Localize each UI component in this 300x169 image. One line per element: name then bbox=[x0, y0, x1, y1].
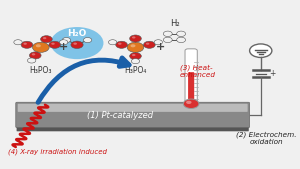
Circle shape bbox=[59, 40, 68, 45]
Circle shape bbox=[40, 36, 52, 43]
Circle shape bbox=[183, 99, 199, 108]
Circle shape bbox=[165, 38, 168, 40]
FancyBboxPatch shape bbox=[188, 72, 194, 101]
Circle shape bbox=[61, 41, 64, 42]
Circle shape bbox=[146, 43, 149, 45]
Circle shape bbox=[29, 59, 32, 61]
Text: (1) Pt-catalyzed: (1) Pt-catalyzed bbox=[87, 111, 153, 120]
Circle shape bbox=[36, 44, 41, 47]
Circle shape bbox=[163, 37, 172, 43]
Circle shape bbox=[32, 42, 49, 52]
Circle shape bbox=[178, 38, 181, 40]
Circle shape bbox=[43, 37, 46, 39]
Circle shape bbox=[130, 35, 141, 42]
Text: H₂: H₂ bbox=[169, 19, 179, 28]
Text: H₃PO₃: H₃PO₃ bbox=[30, 66, 52, 75]
Circle shape bbox=[28, 58, 36, 63]
FancyBboxPatch shape bbox=[185, 49, 197, 103]
Circle shape bbox=[83, 38, 92, 43]
Circle shape bbox=[62, 38, 70, 43]
FancyBboxPatch shape bbox=[16, 102, 250, 128]
Circle shape bbox=[32, 53, 35, 55]
Circle shape bbox=[51, 27, 104, 59]
Text: +: + bbox=[58, 42, 68, 52]
FancyArrowPatch shape bbox=[38, 58, 129, 102]
Circle shape bbox=[143, 41, 155, 48]
Circle shape bbox=[177, 31, 186, 37]
Circle shape bbox=[64, 39, 66, 40]
Circle shape bbox=[29, 52, 41, 59]
Circle shape bbox=[165, 32, 168, 34]
FancyBboxPatch shape bbox=[16, 126, 249, 131]
Circle shape bbox=[85, 39, 88, 40]
Text: +: + bbox=[270, 69, 276, 78]
Text: +: + bbox=[156, 42, 165, 52]
Circle shape bbox=[16, 41, 18, 42]
Circle shape bbox=[14, 40, 22, 45]
Circle shape bbox=[178, 32, 181, 34]
Text: (3) Heat-
enhanced: (3) Heat- enhanced bbox=[180, 64, 216, 78]
Circle shape bbox=[109, 40, 117, 45]
Circle shape bbox=[130, 44, 136, 47]
Circle shape bbox=[133, 60, 136, 61]
Circle shape bbox=[21, 41, 33, 48]
Circle shape bbox=[73, 43, 77, 45]
Circle shape bbox=[131, 59, 140, 64]
Circle shape bbox=[154, 40, 163, 45]
FancyBboxPatch shape bbox=[18, 104, 248, 112]
Circle shape bbox=[118, 43, 122, 45]
Circle shape bbox=[116, 41, 127, 48]
Circle shape bbox=[49, 41, 61, 48]
Circle shape bbox=[132, 54, 136, 56]
Circle shape bbox=[132, 36, 136, 39]
Circle shape bbox=[110, 41, 112, 42]
Text: H₂O: H₂O bbox=[67, 29, 87, 38]
Circle shape bbox=[177, 37, 186, 43]
Circle shape bbox=[250, 44, 272, 57]
Text: H₃PO₄: H₃PO₄ bbox=[124, 66, 147, 75]
Circle shape bbox=[130, 53, 141, 60]
Text: (4) X-ray irradiation induced: (4) X-ray irradiation induced bbox=[8, 148, 107, 155]
Text: (2) Electrochem.
oxidation: (2) Electrochem. oxidation bbox=[236, 132, 297, 146]
Circle shape bbox=[163, 31, 172, 37]
Circle shape bbox=[71, 41, 83, 49]
Circle shape bbox=[186, 101, 191, 104]
Circle shape bbox=[51, 43, 55, 45]
Circle shape bbox=[156, 41, 158, 42]
Circle shape bbox=[127, 42, 144, 52]
Circle shape bbox=[23, 43, 27, 45]
